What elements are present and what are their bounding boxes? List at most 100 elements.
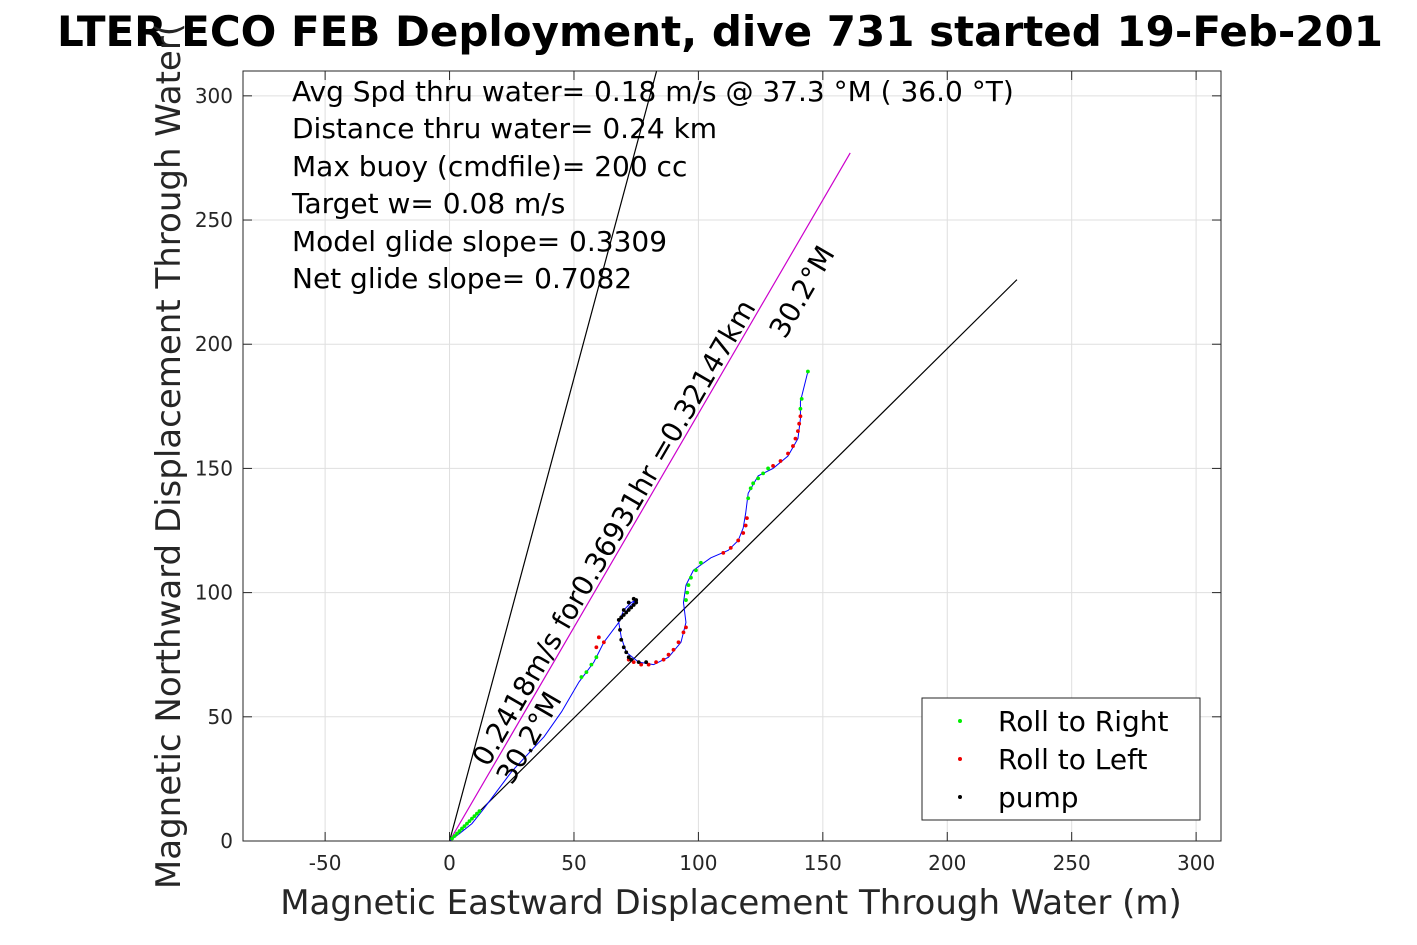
- point-roll-to-right: [694, 568, 698, 573]
- point-roll-to-left: [728, 546, 733, 550]
- point-pump: [636, 660, 641, 665]
- annotation-block: Avg Spd thru water= 0.18 m/s @ 37.3 °M (…: [291, 75, 1014, 295]
- point-roll-to-left: [671, 647, 676, 652]
- point-roll-to-right: [756, 476, 761, 481]
- point-roll-to-left: [797, 421, 802, 426]
- annotation-model-glide: Model glide slope= 0.3309: [292, 225, 667, 258]
- point-pump: [626, 655, 631, 660]
- point-roll-to-right: [477, 809, 482, 814]
- point-roll-to-right: [450, 836, 454, 841]
- x-tick-label: 50: [561, 851, 586, 875]
- annotation-max-buoy: Max buoy (cmdfile)= 200 cc: [292, 150, 687, 183]
- legend-label-pump: pump: [998, 781, 1079, 814]
- point-roll-to-right: [746, 496, 751, 501]
- y-tick-label: 100: [195, 581, 233, 605]
- y-axis-label: Magnetic Northward Displacement Through …: [149, 23, 189, 889]
- y-tick-label: 0: [220, 829, 233, 853]
- point-pump: [624, 610, 629, 615]
- y-tick-label: 50: [208, 705, 233, 729]
- point-roll-to-right: [457, 829, 462, 833]
- point-roll-to-right: [594, 655, 599, 660]
- point-roll-to-left: [639, 662, 644, 667]
- course-line-line: [449, 152, 851, 841]
- point-roll-to-right: [799, 396, 804, 401]
- point-roll-to-right: [689, 575, 693, 580]
- plot-frame: [242, 70, 1222, 842]
- point-roll-to-left: [601, 640, 606, 645]
- point-roll-to-left: [666, 652, 671, 657]
- x-tick-label: 200: [928, 851, 966, 875]
- annotation-distance: Distance thru water= 0.24 km: [292, 112, 717, 145]
- point-roll-to-right: [465, 821, 469, 826]
- track: [449, 371, 809, 841]
- point-roll-to-right: [798, 406, 803, 411]
- data-points: [450, 369, 810, 841]
- point-pump: [621, 613, 626, 617]
- point-roll-to-right: [460, 826, 464, 831]
- point-roll-to-left: [743, 523, 748, 528]
- track-line: [449, 371, 809, 841]
- point-pump: [631, 596, 636, 601]
- point-pump: [629, 605, 634, 610]
- point-roll-to-right: [698, 560, 703, 565]
- y-tick-label: 150: [195, 456, 233, 480]
- point-pump: [618, 627, 622, 632]
- x-tick-label: 250: [1053, 851, 1091, 875]
- annotation-target-w: Target w= 0.08 m/s: [291, 187, 565, 220]
- legend-label-roll-right: Roll to Right: [998, 705, 1169, 738]
- point-roll-to-left: [786, 451, 790, 456]
- x-axis-label: Magnetic Eastward Displacement Through W…: [280, 883, 1182, 923]
- point-roll-to-left: [778, 459, 783, 463]
- point-pump: [621, 608, 626, 612]
- point-roll-to-right: [467, 819, 472, 824]
- point-roll-to-left: [721, 550, 726, 555]
- point-pump: [616, 618, 621, 622]
- point-roll-to-right: [686, 583, 691, 588]
- point-roll-to-left: [661, 657, 666, 662]
- legend-marker-roll-right: [958, 719, 962, 723]
- x-tick-label: -50: [309, 851, 342, 875]
- point-pump: [626, 608, 631, 612]
- legend: Roll to Right Roll to Left pump: [921, 697, 1201, 821]
- point-pump: [624, 650, 629, 655]
- annotation-avg-speed: Avg Spd thru water= 0.18 m/s @ 37.3 °M (…: [292, 75, 1014, 108]
- point-roll-to-right: [462, 824, 467, 828]
- point-roll-to-left: [676, 640, 681, 645]
- y-tick-label: 200: [195, 332, 233, 356]
- legend-label-roll-left: Roll to Left: [998, 743, 1147, 776]
- x-tick-label: 0: [443, 851, 456, 875]
- point-pump: [621, 645, 626, 650]
- point-roll-to-right: [472, 814, 477, 819]
- chart-title: LTER ECO FEB Deployment, dive 731 starte…: [57, 7, 1383, 56]
- point-roll-to-left: [791, 444, 795, 448]
- point-pump: [619, 615, 624, 620]
- point-roll-to-left: [741, 531, 746, 535]
- point-roll-to-right: [475, 811, 479, 816]
- point-roll-to-left: [594, 645, 599, 650]
- point-roll-to-right: [452, 834, 457, 838]
- reference-lines: [448, 71, 1018, 841]
- left-heading-line: [448, 71, 658, 841]
- point-pump: [629, 657, 634, 662]
- point-roll-to-right: [579, 675, 584, 679]
- axis-ticks: -50 0 50 100 150 200 250 300 0 50 100 150 200 250 300: [195, 71, 1221, 875]
- point-roll-to-left: [798, 414, 803, 419]
- point-roll-to-right: [584, 670, 589, 674]
- point-roll-to-right: [761, 471, 766, 476]
- point-roll-to-right: [684, 598, 688, 602]
- point-roll-to-right: [806, 369, 810, 374]
- point-roll-to-left: [736, 538, 741, 543]
- point-roll-to-right: [766, 466, 770, 471]
- point-roll-to-right: [455, 831, 459, 836]
- x-tick-label: 100: [679, 851, 717, 875]
- point-roll-to-left: [681, 630, 686, 635]
- point-roll-to-right: [589, 662, 594, 667]
- point-pump: [631, 603, 636, 607]
- point-roll-to-left: [646, 662, 651, 667]
- right-heading-line: [449, 279, 1018, 841]
- y-tick-label: 300: [195, 84, 233, 108]
- x-tick-label: 150: [804, 851, 842, 875]
- point-pump: [619, 637, 624, 642]
- legend-box: [921, 697, 1201, 821]
- point-roll-to-left: [596, 635, 601, 640]
